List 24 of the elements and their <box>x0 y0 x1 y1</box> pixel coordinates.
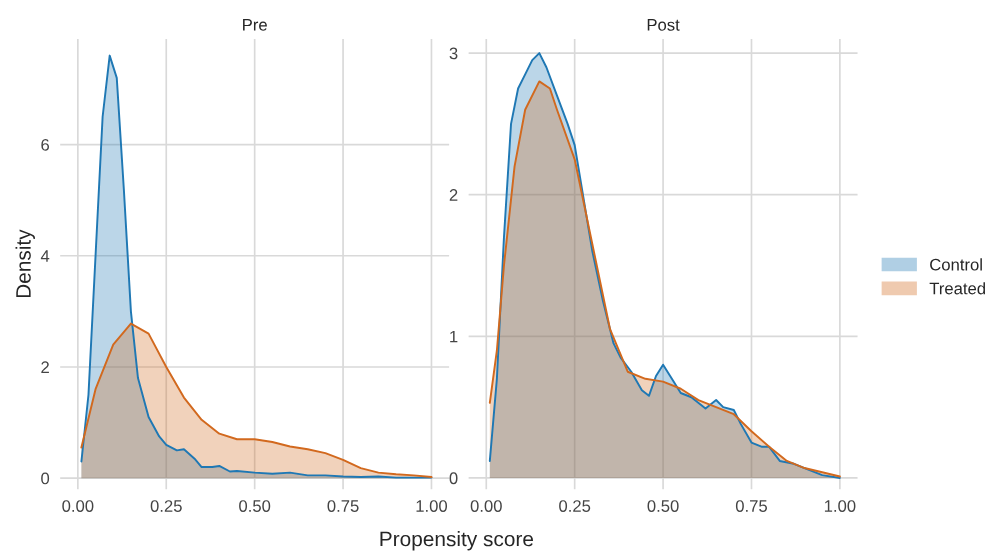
y-tick-label: 0 <box>449 472 458 485</box>
y-tick-label: 3 <box>449 47 458 60</box>
y-tick-label: 6 <box>41 138 50 151</box>
legend-label: Treated <box>929 282 985 295</box>
y-tick-label: 0 <box>41 472 50 485</box>
x-tick-label: 0.75 <box>735 500 767 512</box>
x-tick-label: 1.00 <box>416 500 448 512</box>
chart-title: Post <box>647 19 680 31</box>
x-tick-label: 0.75 <box>327 500 359 512</box>
y-axis-title: Density <box>15 229 35 298</box>
x-tick-label: 1.00 <box>824 500 856 512</box>
chart-title: Pre <box>243 19 267 31</box>
y-tick-label: 2 <box>449 189 458 201</box>
x-tick-label: 0.50 <box>647 500 679 512</box>
legend-label: Control <box>930 258 982 271</box>
y-tick-label: 4 <box>40 250 50 262</box>
y-tick-label: 2 <box>41 361 49 373</box>
x-tick-label: 0.00 <box>470 500 502 512</box>
x-tick-label: 0.50 <box>239 500 271 512</box>
x-tick-label: 0.25 <box>559 500 591 512</box>
x-tick-label: 0.25 <box>150 500 182 512</box>
x-tick-label: 0.00 <box>62 500 94 512</box>
x-axis-title: Propensity score <box>380 531 534 551</box>
y-tick-label: 1 <box>450 330 458 343</box>
